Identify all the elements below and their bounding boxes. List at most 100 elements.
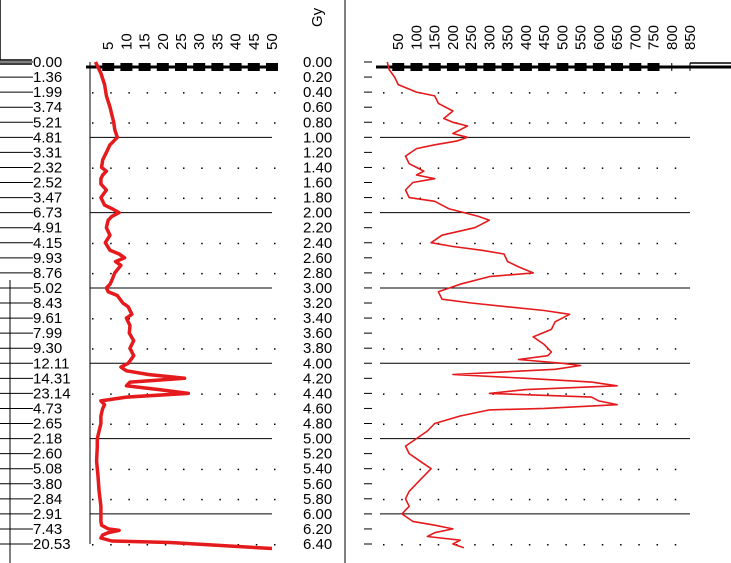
grid-dot (528, 423, 531, 425)
x-tick-mark (138, 63, 151, 71)
x-tick-label: 200 (445, 25, 462, 50)
grid-dot (164, 498, 167, 501)
grid-dot (164, 92, 167, 94)
grid-dot (219, 498, 221, 501)
grid-dot (383, 544, 385, 546)
x-axis-title: Gy (309, 7, 326, 27)
y-tick-label: 0.60 (303, 99, 332, 116)
y-tick-label: 2.65 (33, 416, 62, 433)
grid-dot (401, 498, 403, 501)
grid-dot (638, 92, 640, 94)
grid-dot (510, 348, 513, 350)
grid-dot (455, 393, 458, 395)
grid-dot (183, 92, 185, 94)
grid-dot (620, 468, 622, 471)
grid-dot (601, 122, 604, 124)
grid-dot (583, 92, 586, 94)
grid-dot (620, 498, 622, 501)
grid-dot (565, 498, 567, 501)
grid-dot (201, 318, 203, 320)
grid-dot (92, 348, 94, 350)
grid-dot (565, 197, 567, 200)
grid-dot (583, 167, 586, 169)
grid-dot (601, 272, 604, 275)
x-tick-label: 30 (191, 33, 208, 50)
grid-dot (601, 498, 604, 501)
y-tick-label: 6.20 (303, 521, 332, 538)
grid-dot (401, 544, 403, 546)
x-tick-mark (102, 63, 115, 71)
grid-dot (110, 272, 112, 275)
x-tick-label: 750 (646, 25, 663, 50)
grid-dot (656, 242, 659, 245)
y-tick-label: 3.40 (303, 310, 332, 327)
x-tick-label: 850 (682, 25, 699, 50)
y-tick-label: 14.31 (33, 370, 71, 387)
x-tick-mark (611, 63, 624, 71)
grid-dot (601, 242, 604, 245)
y-tick-label: 4.91 (33, 220, 62, 237)
grid-dot (383, 242, 385, 245)
grid-dot (401, 197, 403, 200)
grid-dot (674, 423, 677, 425)
grid-dot (620, 318, 622, 320)
grid-dot (183, 468, 185, 471)
grid-dot (128, 423, 130, 425)
grid-dot (164, 197, 167, 200)
x-tick-mark (556, 63, 569, 71)
grid-dot (383, 197, 385, 200)
y-tick-label: 3.80 (303, 340, 332, 357)
grid-dot (492, 544, 494, 546)
grid-dot (474, 272, 476, 275)
x-tick-label: 45 (246, 33, 263, 50)
y-tick-label: 2.60 (33, 446, 62, 463)
grid-dot (474, 92, 476, 94)
grid-dot (547, 544, 549, 546)
grid-dot (528, 242, 531, 245)
grid-dot (437, 197, 440, 200)
x-tick-mark (574, 63, 587, 71)
y-tick-label: 3.60 (303, 325, 332, 342)
grid-dot (565, 544, 567, 546)
grid-dot (146, 348, 149, 350)
grid-dot (437, 318, 440, 320)
left-chart: 5 10 15 20 25 30 35 40 45 500.001.361.993.745.214… (0, 0, 281, 563)
grid-dot (274, 348, 276, 350)
grid-dot (455, 468, 458, 471)
grid-dot (656, 423, 659, 425)
grid-dot (656, 197, 659, 200)
grid-dot (583, 242, 586, 245)
grid-dot (638, 122, 640, 124)
grid-dot (383, 348, 385, 350)
grid-dot (547, 468, 549, 471)
grid-dot (601, 393, 604, 395)
x-tick-mark (266, 63, 278, 71)
series-line-0 (93, 61, 273, 551)
grid-dot (528, 92, 531, 94)
grid-dot (437, 393, 440, 395)
y-tick-label: 9.61 (33, 310, 62, 327)
grid-dot (92, 242, 94, 245)
grid-dot (474, 122, 476, 124)
y-tick-label: 4.60 (303, 400, 332, 417)
grid-dot (455, 423, 458, 425)
y-tick-label: 0.00 (33, 54, 62, 71)
grid-dot (401, 272, 403, 275)
grid-dot (110, 423, 112, 425)
grid-dot (565, 348, 567, 350)
x-tick-label: 100 (408, 25, 425, 50)
grid-dot (583, 197, 586, 200)
grid-dot (674, 272, 677, 275)
grid-dot (674, 318, 677, 320)
grid-dot (565, 122, 567, 124)
grid-dot (219, 423, 221, 425)
grid-dot (164, 242, 167, 245)
y-tick-label: 0.20 (303, 69, 332, 86)
grid-dot (183, 318, 185, 320)
y-tick-label: 12.11 (33, 355, 69, 372)
grid-dot (274, 498, 276, 501)
x-tick-mark (592, 63, 605, 71)
grid-dot (528, 122, 531, 124)
y-tick-label: 1.36 (33, 69, 62, 86)
grid-dot (638, 318, 640, 320)
